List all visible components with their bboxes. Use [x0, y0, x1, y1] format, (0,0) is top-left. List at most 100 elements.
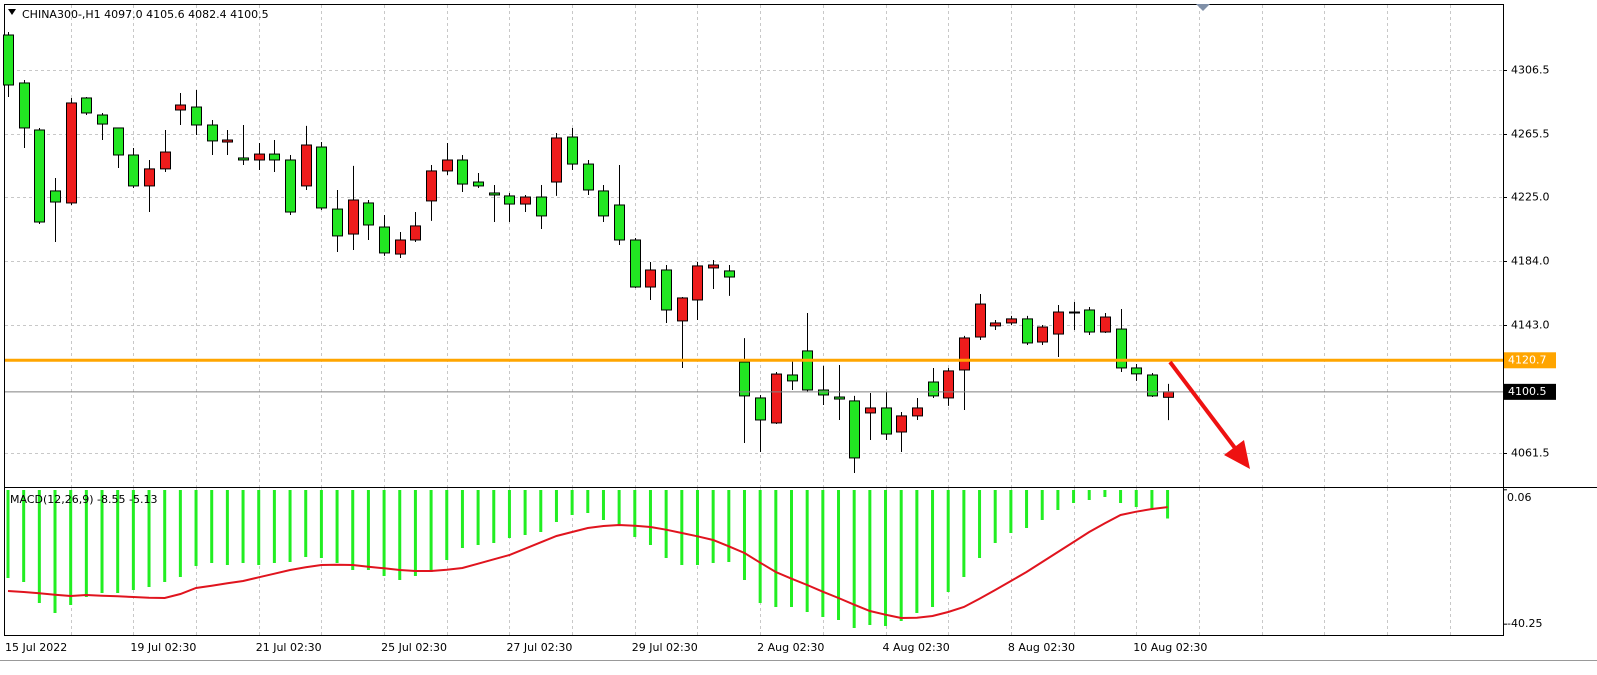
macd-bar	[664, 490, 668, 558]
macd-bar	[37, 490, 41, 603]
candle-body	[316, 146, 327, 209]
macd-bar	[210, 490, 214, 563]
macd-bar	[617, 490, 621, 525]
candle-body	[144, 168, 155, 187]
macd-bar	[868, 490, 872, 625]
macd-bar	[727, 490, 731, 562]
macd-bar	[1072, 490, 1076, 503]
trend-arrow	[1168, 360, 1250, 469]
candle-body	[504, 195, 515, 205]
macd-bar	[398, 490, 402, 580]
macd-bar	[178, 490, 182, 577]
macd-bar	[288, 490, 292, 562]
x-tick-label: 29 Jul 02:30	[632, 641, 698, 654]
macd-bar	[1150, 490, 1154, 510]
macd-bar	[492, 490, 496, 543]
candle-body	[50, 190, 61, 203]
macd-bar	[1025, 490, 1029, 528]
x-tick-label: 10 Aug 02:30	[1133, 641, 1207, 654]
collapse-icon[interactable]	[8, 9, 16, 15]
macd-bar	[946, 490, 950, 592]
x-tick-label: 4 Aug 02:30	[883, 641, 950, 654]
candle-body	[865, 407, 876, 414]
y-tick-label: 4225.0	[1511, 191, 1550, 204]
candle-body	[113, 127, 124, 156]
x-tick-label: 19 Jul 02:30	[130, 641, 196, 654]
candle-body	[896, 415, 907, 433]
y-tick-label: -40.25	[1507, 617, 1542, 630]
candle-body	[677, 297, 688, 322]
mark-layer	[3, 32, 1503, 628]
candle-body	[442, 159, 453, 172]
candle-body	[1147, 374, 1158, 397]
arrow-shaft	[1168, 360, 1240, 454]
macd-bar	[131, 490, 135, 590]
candle-body	[19, 82, 30, 129]
candle-body	[567, 136, 578, 165]
candle-body	[332, 208, 343, 237]
shift-marker[interactable]	[1196, 4, 1210, 11]
candle-body	[426, 170, 437, 202]
candle-body	[175, 104, 186, 111]
candle-body	[3, 34, 14, 86]
candle-body	[661, 269, 672, 311]
candle-body	[66, 102, 77, 204]
last-price-label: 4100.5	[1508, 385, 1547, 398]
y-tick-label: 4265.5	[1511, 128, 1550, 141]
candle-body	[128, 154, 139, 187]
macd-bar	[1119, 490, 1123, 503]
x-tick-label: 27 Jul 02:30	[506, 641, 572, 654]
candle-body	[160, 151, 171, 170]
macd-bar	[53, 490, 57, 613]
candle-body	[1163, 391, 1174, 398]
y-tick-label: 4143.0	[1511, 319, 1550, 332]
candle-body	[975, 303, 986, 338]
macd-bar	[429, 490, 433, 572]
candle-body	[912, 407, 923, 417]
macd-bar	[366, 490, 370, 570]
macd-bar	[6, 490, 10, 578]
candle-body	[583, 163, 594, 191]
x-tick-label: 2 Aug 02:30	[757, 641, 824, 654]
y-tick-label: 4306.5	[1511, 64, 1550, 77]
candle-body	[771, 373, 782, 424]
candle-body	[285, 159, 296, 213]
macd-bar	[445, 490, 449, 560]
candle-body	[379, 226, 390, 254]
macd-bar	[69, 490, 73, 605]
macd-bar	[852, 490, 856, 628]
macd-bar	[1103, 490, 1107, 497]
macd-bar	[633, 490, 637, 537]
macd-bar	[100, 490, 104, 593]
macd-header: MACD(12,26,9) -8.55 -5.13	[10, 493, 157, 506]
candle-body	[207, 124, 218, 142]
macd-bar	[978, 490, 982, 558]
macd-bar	[931, 490, 935, 607]
macd-bar	[1087, 490, 1091, 500]
macd-bar	[601, 490, 605, 520]
macd-bar	[351, 490, 355, 570]
candle-body	[1131, 367, 1142, 375]
candle-body	[222, 139, 233, 143]
candle-body	[614, 204, 625, 241]
macd-bar	[570, 490, 574, 515]
macd-bar	[507, 490, 511, 538]
candle-body	[551, 137, 562, 183]
candle-body	[191, 106, 202, 126]
last-price-label-bg	[1504, 383, 1556, 400]
y-tick-label: 4061.5	[1511, 447, 1550, 460]
macd-bar	[680, 490, 684, 565]
y-tick-label: 0.06	[1507, 491, 1532, 504]
level-label: 4120.7	[1508, 353, 1547, 366]
macd-bar	[695, 490, 699, 565]
macd-bar	[413, 490, 417, 576]
macd-bar	[554, 490, 558, 522]
candle-body	[1116, 328, 1127, 369]
macd-bar	[116, 490, 120, 593]
candle-body	[1022, 318, 1033, 344]
macd-bar	[899, 490, 903, 621]
signal-line	[7, 506, 1168, 620]
candle-body	[473, 181, 484, 187]
macd-bar	[382, 490, 386, 576]
